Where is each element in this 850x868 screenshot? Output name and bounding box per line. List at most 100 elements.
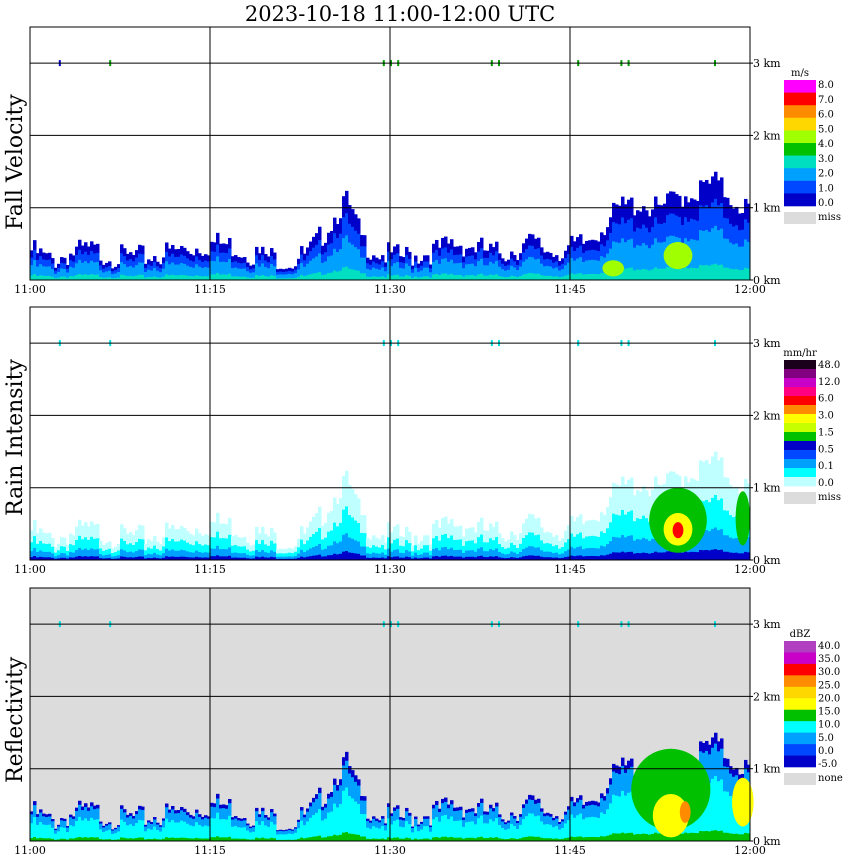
echo-cell [264,838,268,841]
echo-cell [207,552,211,560]
echo-cell [249,832,253,841]
echo-cell [486,838,490,841]
echo-cell [102,831,106,841]
echo-cell [258,838,262,841]
echo-cell [699,265,703,280]
echo-cell [207,838,211,841]
echo-cell [144,839,148,841]
echo-cell [39,822,43,841]
echo-cell [339,803,343,841]
echo-cell [363,273,367,280]
echo-cell [345,235,349,280]
echo-cell [216,555,220,560]
echo-cell [387,274,391,280]
echo-cell [504,277,508,280]
echo-cell [657,268,661,280]
echo-cell [252,839,256,841]
echo-cell [717,831,721,841]
echo-cell [549,275,553,280]
echo-cell [687,833,691,841]
echo-cell [72,552,76,560]
echo-cell [129,824,133,841]
echo-cell [228,258,232,280]
echo-cell [570,546,574,560]
echo-cell [171,549,175,560]
echo-cell [744,239,748,280]
echo-cell [612,794,616,841]
echo-cell [729,242,733,280]
echo-cell [570,273,574,280]
echo-cell [312,815,316,841]
echo-cell [315,545,319,560]
echo-cell [51,557,55,560]
echo-cell [489,837,493,841]
echo-cell [723,267,727,280]
y-tick-label: 1 km [753,763,781,776]
echo-cell [660,268,664,280]
echo-cell [36,275,40,280]
echo-cell [519,824,523,841]
echo-cell [738,270,742,280]
echo-cell [144,271,148,280]
legend-unit: mm/hr [783,348,817,359]
echo-cell [126,276,130,280]
echo-cell [363,836,367,841]
echo-cell [33,274,37,280]
echo-cell [324,274,328,280]
legend-swatch [784,117,816,131]
echo-cell [567,556,571,560]
echo-cell [492,275,496,280]
echo-cell [387,556,391,560]
echo-cell [48,543,52,560]
echo-cell [96,549,100,560]
echo-cell [255,837,259,841]
echo-cell [438,263,442,280]
echo-cell [429,831,433,841]
echo-cell [63,276,67,280]
echo-cell [162,557,166,560]
legend-level-label: 5.0 [818,733,834,744]
echo-cell [48,838,52,841]
echo-cell [198,551,202,560]
echo-cell [507,553,511,560]
echo-cell [111,834,115,841]
echo-cell [444,814,448,841]
echo-cell [30,551,34,560]
echo-cell [498,557,502,560]
echo-cell [411,272,415,280]
echo-cell [243,557,247,560]
echo-cell [471,550,475,560]
echo-cell [702,530,706,560]
echo-cell [357,541,361,560]
echo-cell [90,260,94,280]
echo-cell [510,838,514,841]
echo-cell [459,837,463,841]
echo-cell [120,274,124,280]
echo-cell [399,268,403,280]
echo-cell [525,816,529,841]
echo-cell [735,833,739,841]
echo-cell [54,839,58,841]
echo-cell [729,515,733,560]
echo-cell [192,838,196,841]
echo-cell [183,275,187,280]
legend-swatch [784,405,816,415]
echo-cell [69,544,73,560]
echo-cell [423,267,427,280]
echo-cell [186,275,190,280]
echo-cell [564,275,568,280]
echo-cell [63,557,67,560]
echo-cell [126,552,130,560]
echo-cell [435,816,439,841]
echo-cell [231,268,235,280]
echo-cell [390,824,394,841]
echo-cell [81,837,85,841]
chart-title: 2023-10-18 11:00-12:00 UTC [244,2,556,26]
echo-cell [360,546,364,560]
echo-cell [216,531,220,560]
echo-cell [747,268,751,280]
echo-cell [162,827,166,841]
echo-cell [441,273,445,280]
echo-cell [93,549,97,560]
echo-cell [105,277,109,280]
